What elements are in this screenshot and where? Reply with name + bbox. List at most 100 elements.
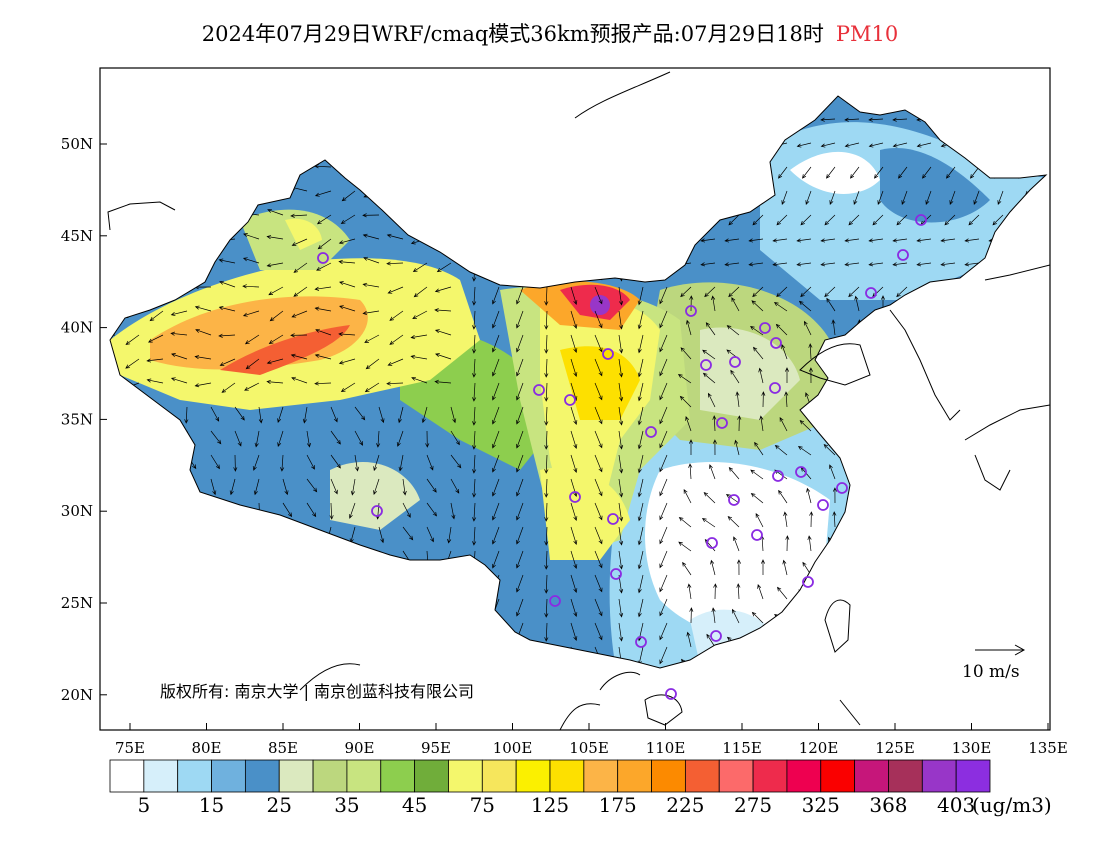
- wind-arrow: [293, 262, 308, 273]
- wind-arrow: [491, 430, 500, 449]
- wind-arrow: [618, 550, 624, 570]
- colorbar-swatch: [854, 759, 889, 793]
- wind-arrow: [781, 190, 788, 205]
- wind-arrow: [277, 430, 284, 447]
- lon-tick-label: 80E: [191, 739, 221, 757]
- wind-arrow: [594, 382, 603, 401]
- wind-arrow: [365, 358, 380, 370]
- colorbar-label: 15: [199, 793, 224, 817]
- wind-arrow: [266, 358, 284, 365]
- wind-arrow: [362, 282, 380, 288]
- coast-kyushu: [974, 454, 1011, 491]
- axis-ticks: 75E 80E 85E 90E 95E 100E 105E 110E 115E 120E 125E 1…: [61, 135, 1068, 757]
- wind-arrow: [892, 117, 908, 122]
- wind-arrow: [731, 297, 740, 312]
- wind-arrow: [826, 166, 836, 179]
- wind-arrow: [685, 319, 692, 336]
- wind-arrow: [378, 406, 385, 424]
- wind-arrow: [724, 262, 740, 267]
- wind-arrow: [940, 262, 956, 267]
- wind-arrow: [659, 478, 668, 497]
- wind-arrow: [680, 347, 692, 360]
- wind-arrow: [760, 559, 766, 575]
- wind-arrow: [570, 454, 578, 473]
- coast-japan-south: [964, 404, 1050, 441]
- wind-arrow: [708, 392, 716, 408]
- wind-arrow: [426, 526, 434, 543]
- city-marker: [817, 499, 829, 511]
- colorbar-swatch: [515, 759, 551, 793]
- wind-arrow: [149, 310, 164, 322]
- wind-arrow: [783, 511, 788, 528]
- wind-arrow: [386, 261, 404, 266]
- wind-arrow: [472, 406, 477, 426]
- colorbar-swatch: [752, 759, 788, 793]
- wind-arrow: [618, 310, 624, 330]
- wind-arrow: [637, 478, 644, 498]
- wind-arrow: [901, 190, 908, 205]
- wind-arrow: [848, 286, 860, 298]
- wind-arrow: [659, 502, 668, 521]
- wind-arrow: [800, 286, 812, 298]
- wind-arrow: [618, 334, 624, 354]
- wind-arrow: [687, 583, 692, 600]
- wind-arrow: [711, 607, 716, 624]
- lon-tick-label: 125E: [875, 739, 915, 757]
- wind-arrow: [704, 286, 716, 298]
- coast-taiwan: [824, 599, 851, 653]
- field-northeast-clean: [790, 151, 880, 194]
- field-northeast-mid: [880, 148, 990, 223]
- wind-arrow: [689, 295, 694, 312]
- wind-arrow: [218, 258, 236, 264]
- city-marker: [751, 529, 763, 541]
- wind-arrow: [733, 536, 740, 552]
- wind-arrow: [757, 584, 764, 600]
- wind-arrow: [362, 233, 380, 240]
- wind-arrow: [896, 214, 908, 226]
- wind-arrow: [195, 328, 212, 336]
- wind-arrow: [253, 478, 260, 496]
- wind-arrow: [269, 310, 284, 322]
- wind-arrow: [364, 382, 380, 393]
- wind-arrow: [472, 454, 477, 474]
- wind-arrow: [398, 454, 404, 472]
- wind-arrow: [594, 574, 603, 593]
- wind-arrow: [266, 262, 284, 268]
- city-marker: [607, 513, 619, 525]
- wind-arrow: [594, 310, 603, 329]
- wind-arrow: [306, 454, 315, 470]
- wind-arrow: [268, 334, 284, 344]
- wind-arrow: [314, 164, 332, 169]
- lon-tick-label: 85E: [268, 739, 298, 757]
- wind-arrow: [435, 353, 452, 360]
- wind-arrow: [291, 310, 308, 318]
- wind-arrow: [944, 214, 956, 226]
- field-dzungaria-yellow: [285, 218, 322, 250]
- lon-tick-label: 75E: [115, 739, 145, 757]
- wind-arrow: [659, 526, 668, 545]
- wind-arrow: [125, 334, 140, 345]
- city-marker: [769, 382, 781, 394]
- wind-arrow: [544, 310, 549, 330]
- wind-arrow: [964, 238, 980, 243]
- wind-arrow: [779, 416, 788, 432]
- wind-arrow: [544, 478, 549, 498]
- wind-arrow: [808, 367, 814, 384]
- wind-arrow: [221, 382, 236, 393]
- wind-arrow: [637, 286, 644, 306]
- wind-arrow: [146, 358, 164, 363]
- wind-arrow: [946, 166, 956, 179]
- wind-arrow: [659, 598, 668, 617]
- wind-arrow: [570, 430, 578, 449]
- wind-arrow: [233, 454, 238, 472]
- wind-arrow: [184, 406, 189, 424]
- wind-arrow: [925, 190, 932, 205]
- colorbar-label: 175: [599, 793, 637, 817]
- wind-arrow: [594, 478, 603, 497]
- wind-arrow: [898, 166, 908, 179]
- colorbar-swatch: [921, 759, 957, 793]
- wind-arrow: [850, 166, 860, 179]
- wind-arrow: [997, 190, 1004, 205]
- wind-arrow: [170, 310, 188, 317]
- wind-arrow: [306, 430, 312, 448]
